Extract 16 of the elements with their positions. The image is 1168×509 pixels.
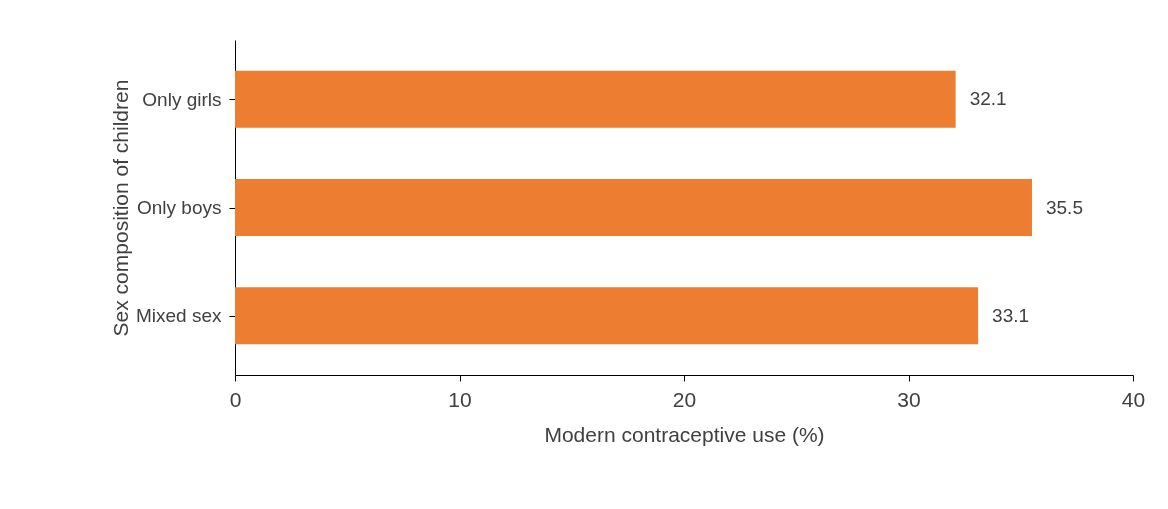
- data-label: 35.5: [1045, 196, 1083, 218]
- x-tick-label: 20: [672, 387, 697, 411]
- x-axis-title: Modern contraceptive use (%): [544, 422, 825, 446]
- y-tick-label: Mixed sex: [135, 305, 222, 327]
- y-tick-label: Only girls: [142, 88, 222, 110]
- bar: [235, 287, 979, 345]
- x-tick-label: 40: [1121, 387, 1146, 411]
- data-label: 32.1: [969, 88, 1007, 110]
- x-tick-label: 10: [448, 387, 472, 411]
- data-label: 33.1: [992, 304, 1030, 326]
- x-tick-label: 30: [897, 387, 921, 411]
- y-tick-label: Only boys: [137, 197, 222, 218]
- bar: [235, 179, 1032, 236]
- bar: [235, 70, 956, 128]
- y-axis-title: Sex composition of children: [108, 79, 132, 337]
- x-tick-label: 0: [229, 387, 242, 411]
